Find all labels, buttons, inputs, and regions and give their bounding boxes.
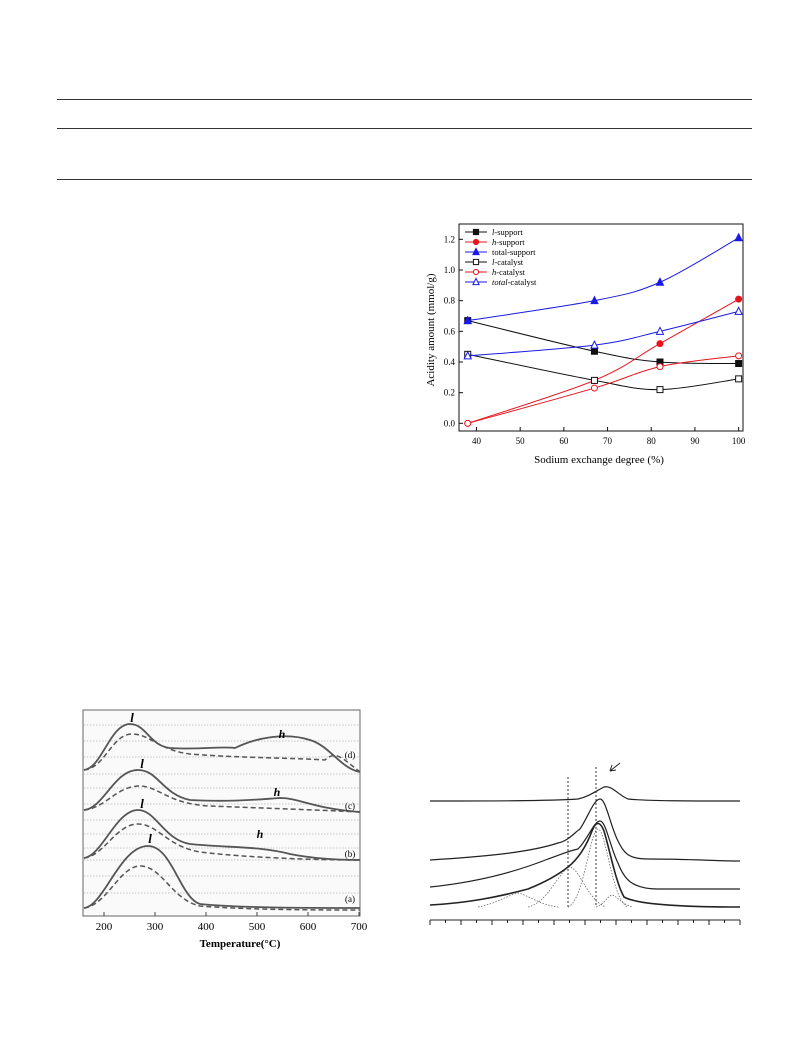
tpd-curve-a-solid [83, 845, 361, 909]
x-tick-label: 50 [516, 436, 526, 446]
data-point-total-support [590, 295, 599, 305]
data-point-l-catalyst [735, 375, 743, 383]
tpd-plot: l h l h l h l (d) (c) (b) (a) 200 300 40… [82, 709, 368, 950]
tpd-peak-label-l-d: l [130, 710, 134, 725]
tpd-figure: l h l h l h l (d) (c) (b) (a) 200 300 40… [80, 708, 370, 954]
chart-plot-frame [458, 223, 744, 432]
x-tick-label: 70 [603, 436, 613, 446]
legend-label: l-support [492, 227, 523, 237]
data-point-h-catalyst [464, 419, 472, 427]
table-header-rule [57, 128, 752, 129]
y-tick-label: 0.2 [444, 388, 455, 398]
x-tick-label: 80 [647, 436, 657, 446]
legend-marker [472, 277, 480, 286]
tpd-curve-c-dashed [83, 785, 361, 813]
y-tick-label: 1.0 [444, 265, 456, 275]
legend-label: h-support [492, 237, 525, 247]
data-point-total-catalyst [463, 350, 473, 360]
spectrum-fit-envelope [429, 822, 741, 908]
data-point-total-catalyst [590, 340, 599, 349]
spectrum-third [429, 820, 740, 890]
tpd-curve-tag-d: (d) [345, 750, 356, 760]
tpd-curve-b-solid [83, 809, 361, 861]
tpd-curve-tag-c: (c) [345, 801, 355, 811]
y-tick-label: 1.2 [444, 234, 455, 244]
tpd-peak-label-l-a: l [148, 831, 152, 846]
tpd-peak-label-l-b: l [140, 796, 144, 811]
data-point-total-catalyst [655, 326, 665, 335]
table-top-rule [57, 99, 752, 100]
data-point-h-support [656, 340, 664, 348]
series-line-l-support [467, 320, 739, 365]
legend-marker [472, 228, 480, 236]
spectrum-fit-peak-4 [595, 894, 634, 908]
tpd-xtick: 700 [351, 921, 368, 933]
chart-ylabel: Acidity amount (mmol/g) [425, 273, 437, 386]
tpd-peak-label-l-c: l [140, 756, 144, 771]
data-point-h-catalyst [590, 384, 598, 392]
tpd-peak-label-h-b: h [257, 827, 264, 841]
spectra-arrow-icon [609, 762, 621, 772]
x-tick-label: 60 [559, 436, 569, 446]
legend-marker [472, 238, 480, 246]
data-point-total-support [655, 277, 665, 286]
data-point-h-catalyst [656, 363, 664, 371]
data-point-total-support [463, 315, 473, 325]
data-point-total-catalyst [734, 306, 743, 315]
data-point-l-catalyst [656, 386, 664, 394]
data-point-l-support [735, 360, 743, 368]
series-line-h-catalyst [467, 355, 739, 424]
spectrum-fit-peak-2 [527, 866, 607, 908]
tpd-xlabel: Temperature(°C) [200, 938, 281, 950]
tpd-curve-d-dashed [83, 733, 361, 773]
tpd-xtick: 400 [198, 921, 215, 933]
tpd-xtick: 600 [300, 921, 317, 933]
series-line-h-support [467, 298, 739, 424]
x-tick-label: 100 [732, 436, 746, 446]
legend-label: total-support [492, 247, 536, 257]
table-bottom-rule [57, 179, 752, 180]
tpd-peak-label-h-c: h [274, 785, 281, 799]
tpd-peak-label-h-d: h [279, 727, 286, 741]
data-point-l-support [590, 347, 598, 355]
y-tick-label: 0.0 [444, 418, 456, 428]
legend-marker [472, 247, 480, 256]
x-tick-label: 40 [472, 436, 482, 446]
spectra-plot [429, 762, 741, 925]
spectra-figure [428, 755, 748, 930]
x-tick-label: 90 [690, 436, 700, 446]
tpd-xtick: 300 [147, 921, 164, 933]
tpd-xtick: 500 [249, 921, 266, 933]
spectrum-second [429, 798, 741, 862]
y-tick-label: 0.8 [444, 296, 456, 306]
tpd-curve-d-solid [83, 723, 361, 773]
tpd-xtick: 200 [96, 921, 113, 933]
spectrum-fit-peak-1 [477, 892, 559, 908]
tpd-curve-c-solid [83, 769, 361, 813]
data-point-total-support [734, 232, 743, 242]
data-point-h-support [735, 295, 743, 303]
series-line-total-catalyst [467, 310, 739, 357]
data-point-l-catalyst [590, 376, 598, 384]
chart-xlabel: Sodium exchange degree (%) [534, 454, 664, 466]
spectrum-fit-peak-3 [567, 828, 629, 908]
tpd-curve-b-dashed [83, 823, 361, 861]
legend-label: total-catalyst [492, 277, 537, 287]
legend-label: h-catalyst [492, 267, 526, 277]
series-line-l-catalyst [467, 353, 739, 391]
spectrum-top [429, 786, 741, 802]
legend-label: l-catalyst [492, 257, 524, 267]
data-point-h-catalyst [735, 352, 743, 360]
y-tick-label: 0.6 [444, 326, 456, 336]
legend-marker [472, 258, 480, 266]
tpd-curve-a-dashed [83, 865, 361, 911]
acidity-chart: 40 50 60 70 80 90 100 0.0 0.2 0.4 0.6 0.8 1.0 1.2 l-su… [425, 223, 746, 466]
y-tick-label: 0.4 [444, 357, 456, 367]
legend-marker [472, 268, 480, 276]
tpd-curve-tag-a: (a) [345, 894, 355, 904]
tpd-curve-tag-b: (b) [345, 849, 356, 859]
series-line-total-support [467, 237, 739, 322]
acidity-chart-figure: 40 50 60 70 80 90 100 0.0 0.2 0.4 0.6 0.8 1.0 1.2 l-su… [420, 220, 750, 470]
